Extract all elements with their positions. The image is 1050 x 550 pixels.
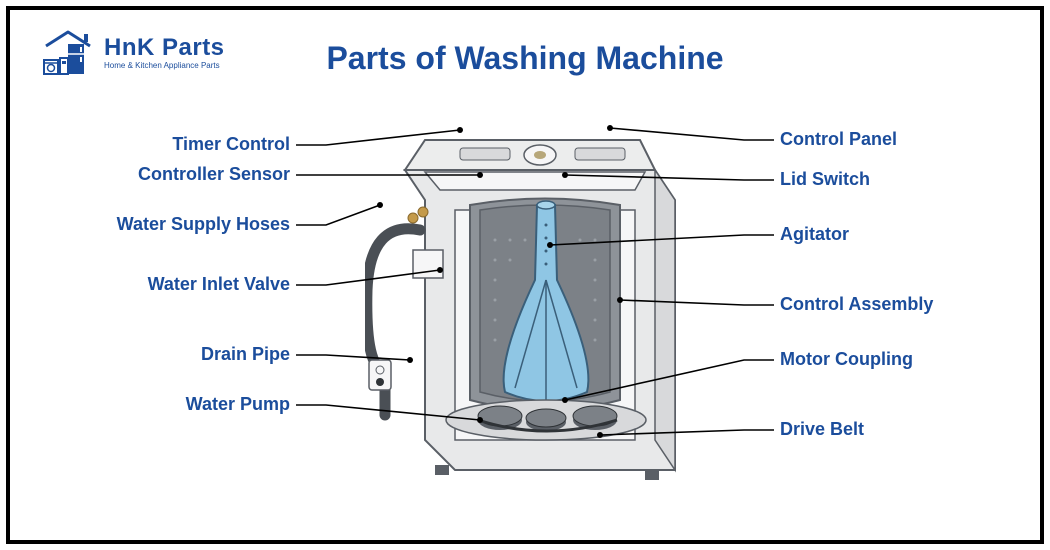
- brand-title: HnK Parts: [104, 36, 225, 60]
- control-panel: [405, 140, 655, 190]
- part-label: Lid Switch: [780, 169, 870, 190]
- diagram-frame: HnK Parts Home & Kitchen Appliance Parts…: [6, 6, 1044, 544]
- wall-outlet: [369, 360, 391, 390]
- part-label: Water Supply Hoses: [10, 214, 290, 235]
- part-label: Drain Pipe: [10, 344, 290, 365]
- house-appliance-icon: [38, 30, 98, 76]
- part-label: Motor Coupling: [780, 349, 913, 370]
- brand-text: HnK Parts Home & Kitchen Appliance Parts: [104, 36, 225, 70]
- part-label: Timer Control: [10, 134, 290, 155]
- part-label: Drive Belt: [780, 419, 864, 440]
- brand-subtitle: Home & Kitchen Appliance Parts: [104, 62, 225, 70]
- part-label: Controller Sensor: [10, 164, 290, 185]
- part-label: Water Pump: [10, 394, 290, 415]
- part-label: Control Assembly: [780, 294, 933, 315]
- base-mechanism: [446, 400, 646, 440]
- page-title: Parts of Washing Machine: [326, 40, 723, 77]
- part-label: Control Panel: [780, 129, 897, 150]
- part-label: Agitator: [780, 224, 849, 245]
- brand-logo: HnK Parts Home & Kitchen Appliance Parts: [38, 30, 225, 76]
- washing-machine-diagram: [365, 110, 705, 510]
- part-label: Water Inlet Valve: [10, 274, 290, 295]
